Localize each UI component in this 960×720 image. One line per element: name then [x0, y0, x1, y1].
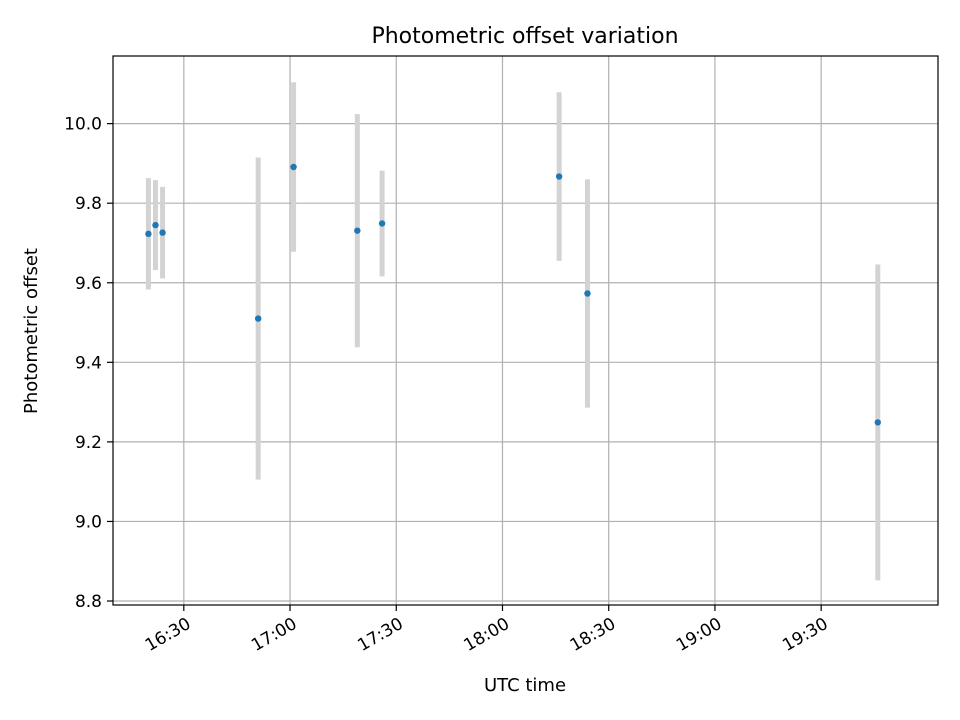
plot-frame: [112, 55, 939, 606]
data-point: [584, 290, 591, 297]
data-points: [145, 163, 882, 426]
chart-title: Photometric offset variation: [371, 24, 678, 49]
data-point: [555, 173, 563, 180]
y-tick-label: 10.0: [64, 115, 102, 135]
y-tick-label: 8.8: [75, 592, 102, 612]
y-tick-label: 9.0: [75, 512, 102, 532]
y-tick-label: 9.8: [75, 194, 102, 214]
data-point: [354, 227, 361, 234]
data-point: [152, 221, 159, 229]
y-axis-label: Photometric offset: [21, 248, 42, 414]
grid: [113, 56, 938, 605]
data-point: [159, 229, 166, 236]
data-point: [378, 220, 386, 227]
x-axis-label: UTC time: [484, 675, 566, 696]
y-tick-label: 9.2: [75, 433, 102, 453]
data-point: [254, 315, 262, 322]
data-point: [290, 163, 297, 171]
data-point: [145, 230, 152, 238]
data-point: [874, 419, 882, 426]
y-tick-label: 9.6: [75, 274, 102, 294]
y-tick-label: 9.4: [75, 353, 102, 373]
